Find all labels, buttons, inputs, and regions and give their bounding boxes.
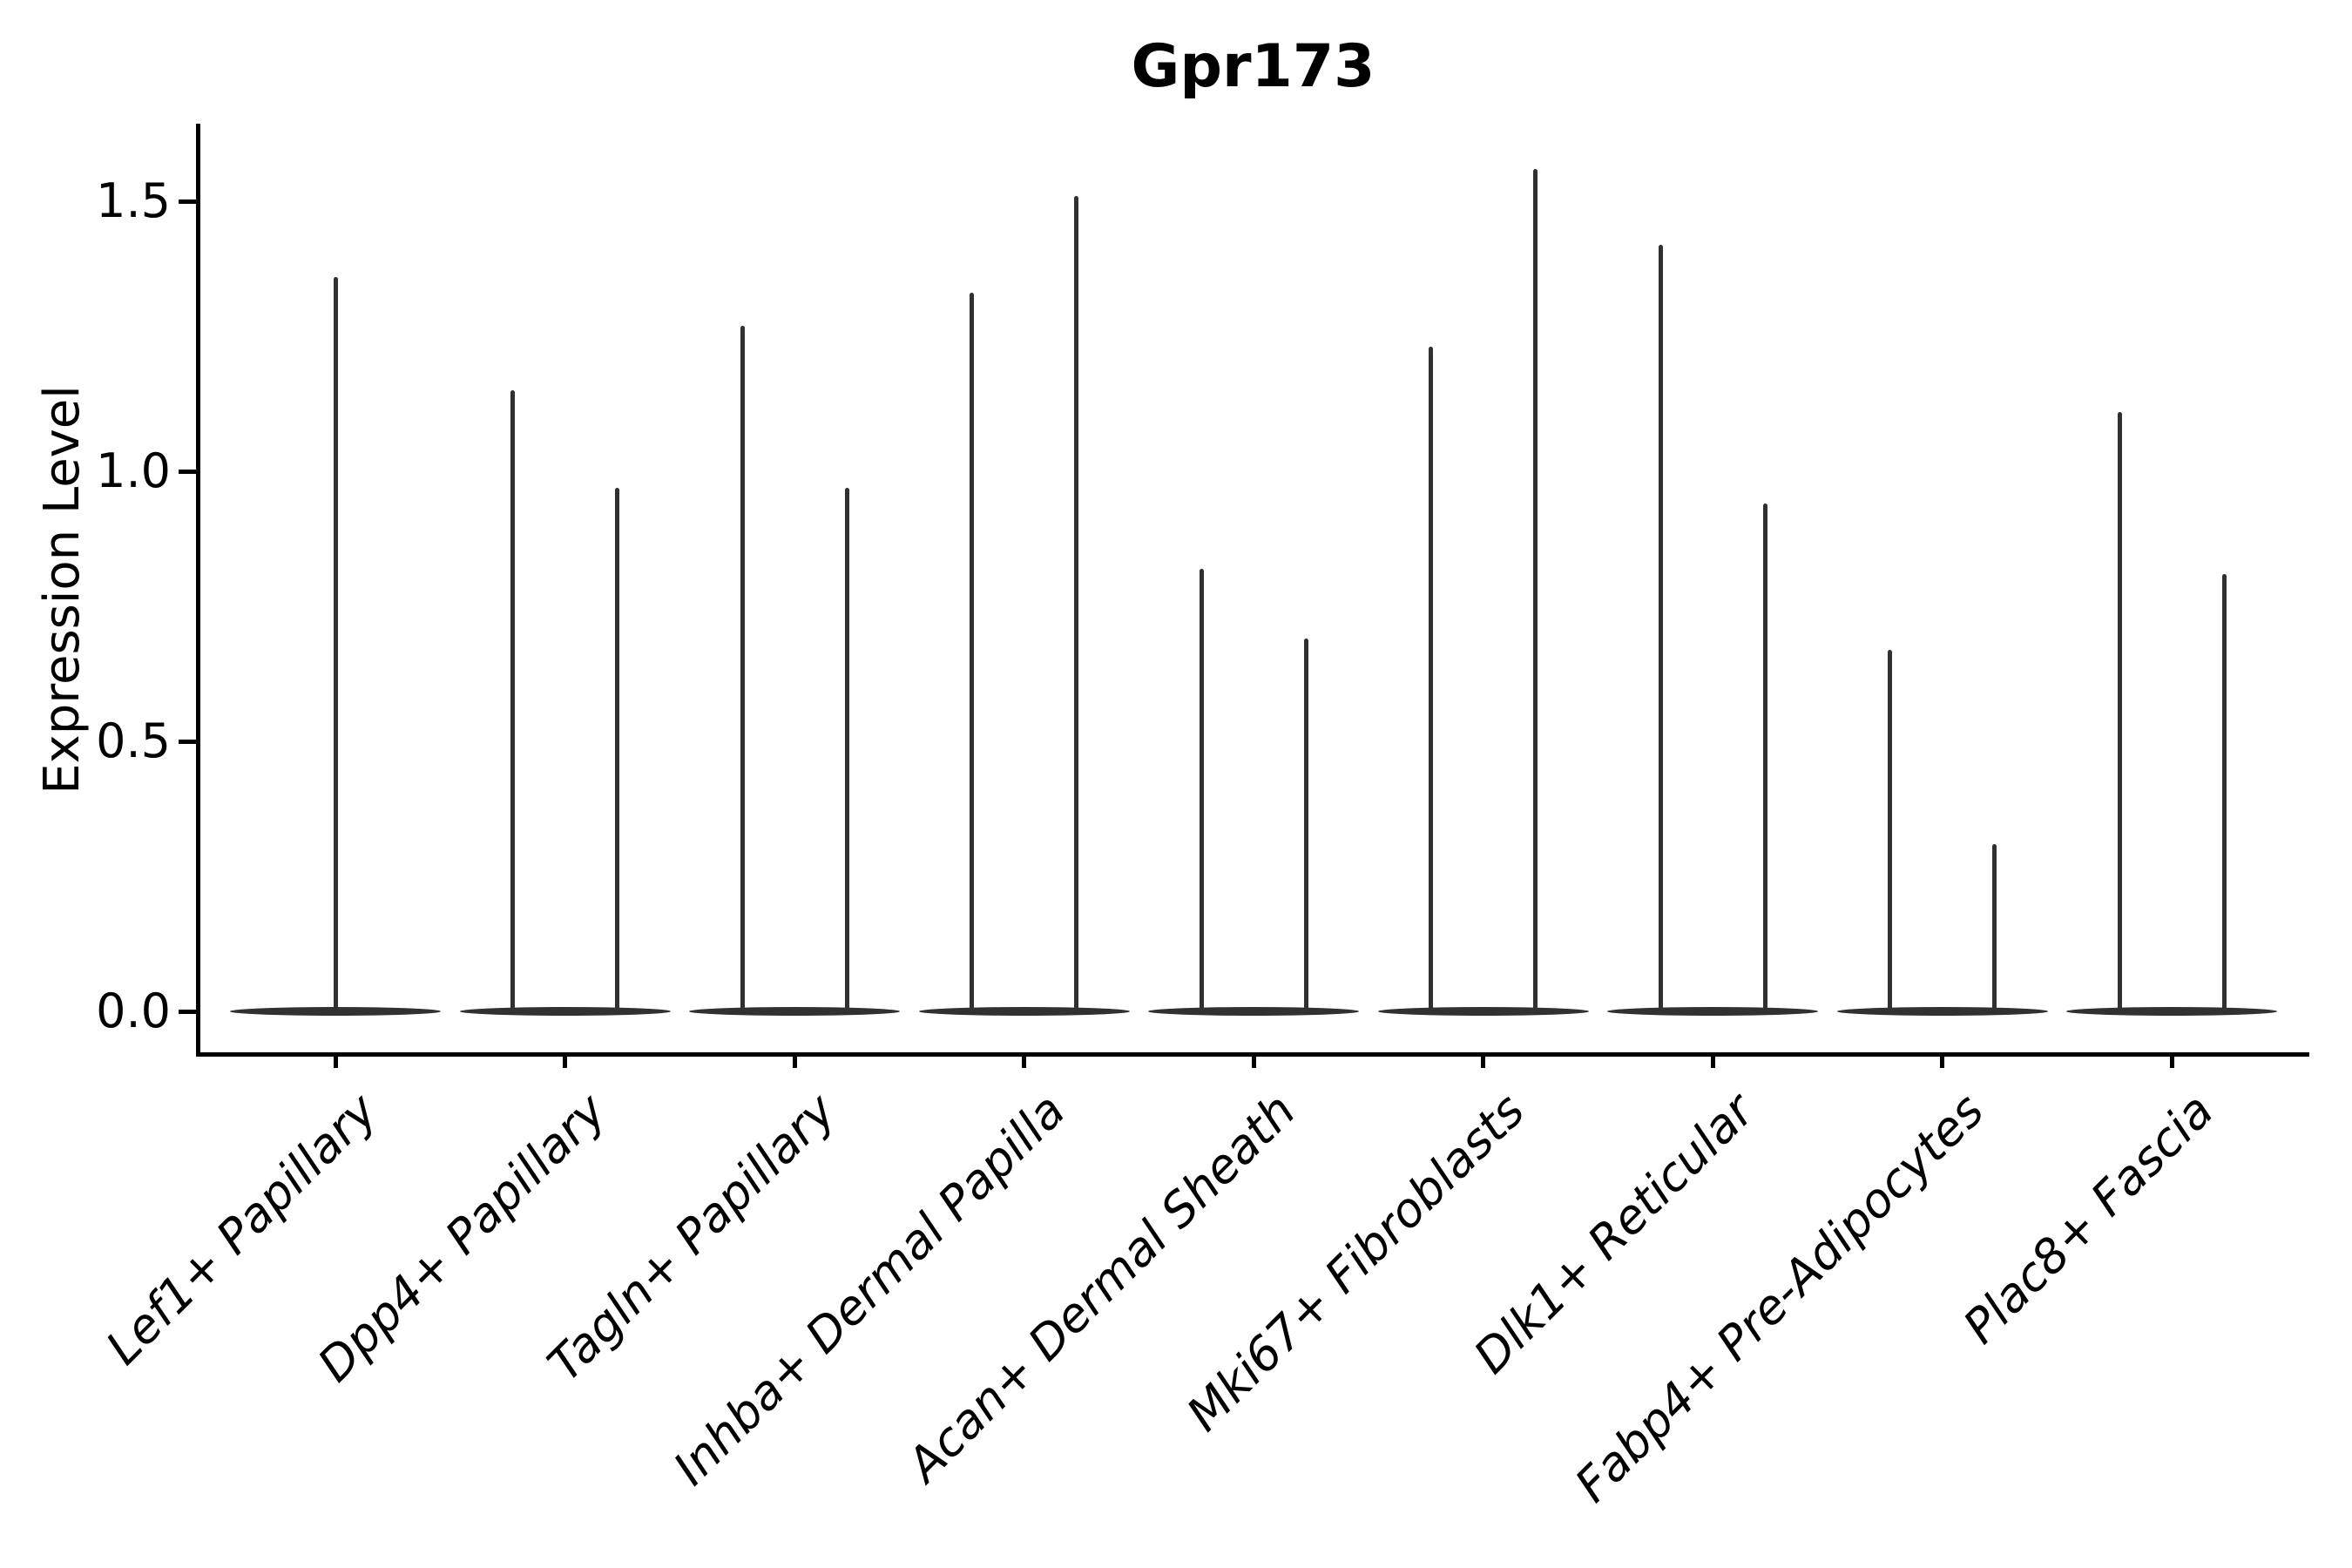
x-tick-mark <box>1251 1054 1256 1068</box>
violin-zero-bulge <box>1148 1007 1359 1016</box>
x-tick-mark <box>1940 1054 1944 1068</box>
violin-spike <box>1074 195 1078 1013</box>
violin-spike <box>1533 168 1538 1013</box>
y-tick-mark <box>179 199 198 204</box>
violin-spike <box>510 390 515 1013</box>
x-tick-mark <box>333 1054 338 1068</box>
x-tick-mark <box>1481 1054 1485 1068</box>
violin-zero-bulge <box>918 1007 1130 1016</box>
violin-zero-bulge <box>689 1007 900 1016</box>
violin-spike <box>1762 504 1767 1013</box>
x-tick-mark <box>2169 1054 2174 1068</box>
violin-zero-bulge <box>1377 1007 1589 1016</box>
violin-zero-bulge <box>1836 1007 2048 1016</box>
chart-title: Gpr173 <box>1131 32 1375 101</box>
violin-spike <box>1199 568 1204 1013</box>
violin-zero-bulge <box>1607 1007 1818 1016</box>
violin-spike <box>1303 639 1308 1013</box>
y-axis-spine <box>195 124 200 1057</box>
x-tick-label: Acan+ Dermal Sheath <box>896 1083 1306 1492</box>
violin-spike <box>844 487 849 1013</box>
x-tick-label: Inhba+ Dermal Papilla <box>663 1083 1077 1496</box>
violin-zero-bulge <box>2066 1007 2277 1016</box>
violin-spike <box>1888 649 1892 1013</box>
violin-spike <box>1658 244 1663 1013</box>
x-tick-mark <box>1022 1054 1026 1068</box>
y-tick-mark <box>179 469 198 474</box>
violin-zero-bulge <box>230 1007 441 1016</box>
x-tick-label: Plac8+ Fascia <box>1952 1083 2224 1355</box>
y-tick-label: 0.0 <box>96 983 171 1038</box>
y-tick-label: 1.5 <box>96 173 171 228</box>
y-tick-label: 1.0 <box>96 443 171 498</box>
violin-spike <box>2117 411 2122 1013</box>
y-tick-mark <box>179 739 198 744</box>
violin-spike <box>2221 573 2227 1013</box>
violin-zero-bulge <box>459 1007 671 1016</box>
violin-spike <box>1429 347 1433 1013</box>
violin-spike <box>740 325 745 1013</box>
y-tick-label: 0.5 <box>96 713 171 768</box>
violin-spike <box>970 293 974 1013</box>
x-tick-mark <box>792 1054 797 1068</box>
x-tick-label: Fabp4+ Pre-Adipocytes <box>1564 1083 1995 1513</box>
y-tick-mark <box>179 1009 198 1014</box>
x-tick-mark <box>1710 1054 1715 1068</box>
violin-spike <box>333 276 338 1013</box>
violin-spike <box>615 487 619 1013</box>
violin-spike <box>1992 843 1997 1013</box>
x-tick-mark <box>563 1054 567 1068</box>
